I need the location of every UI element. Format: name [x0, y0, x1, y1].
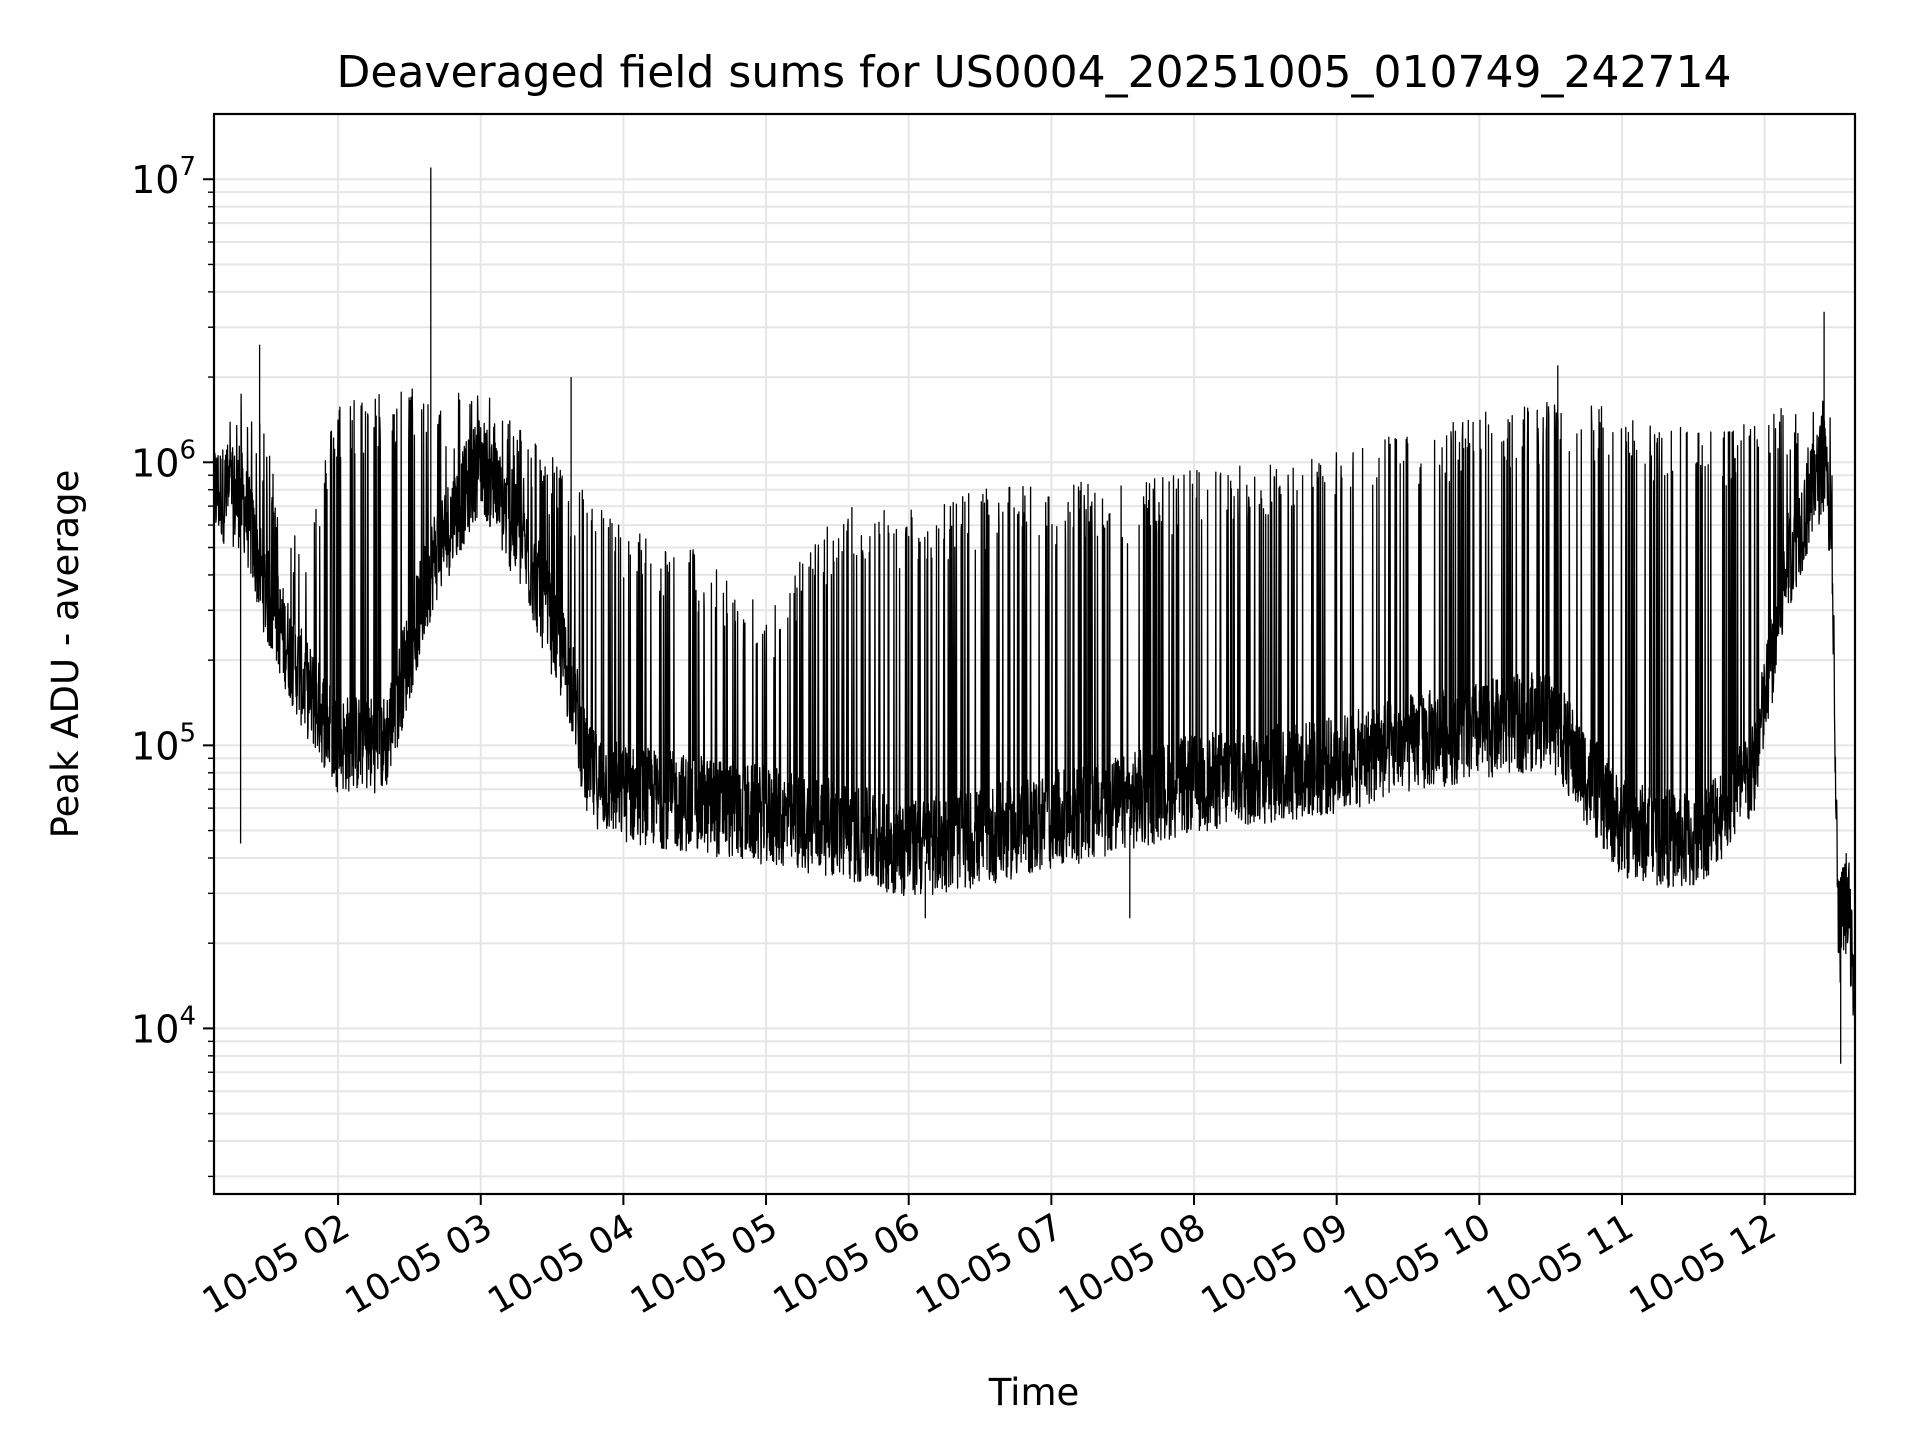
plot-frame [212, 112, 1857, 1196]
chart-title: Deaveraged field sums for US0004_2025100… [337, 47, 1732, 98]
y-axis-ticks: 104 105 106 107 [131, 152, 214, 1178]
y-tick-label: 104 [131, 1001, 196, 1051]
series-layer [213, 167, 1856, 1064]
y-axis-label: Peak ADU - average [44, 470, 87, 839]
y-tick-label: 105 [131, 718, 196, 768]
y-tick-label: 107 [131, 152, 196, 202]
x-axis-label: Time [988, 1371, 1080, 1414]
y-tick-label: 106 [131, 435, 196, 485]
series-line [213, 167, 1856, 1064]
